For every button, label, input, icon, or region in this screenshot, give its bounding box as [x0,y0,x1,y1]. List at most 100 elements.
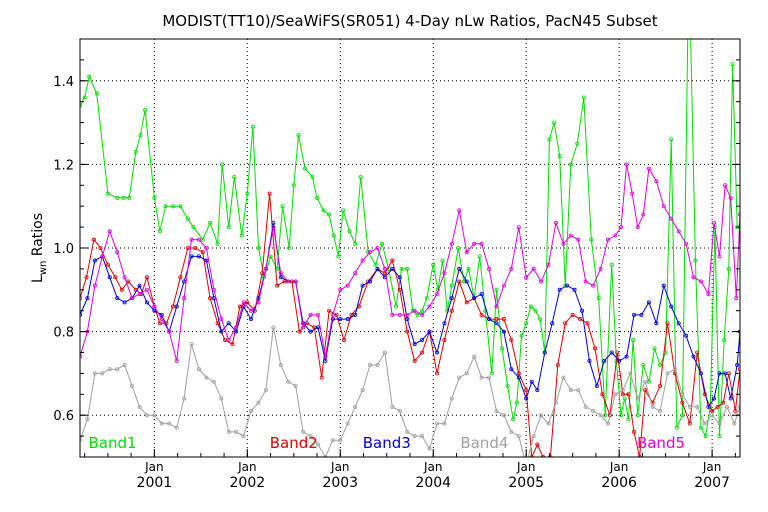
data-point [639,312,644,317]
data-point [555,363,560,368]
data-point [609,350,614,355]
data-point [234,429,239,434]
data-point [594,383,599,388]
data-point [84,275,89,280]
data-point [127,195,132,200]
data-point [178,275,183,280]
data-point [178,204,183,209]
data-point [92,258,97,263]
data-point [167,329,172,334]
data-point [301,325,306,330]
data-point [738,404,740,409]
data-point [687,421,692,426]
data-point [579,308,584,313]
data-point [535,388,540,393]
data-point [226,337,231,342]
data-point [587,358,592,363]
data-point [278,363,283,368]
data-point [622,396,627,401]
data-point [91,237,96,242]
data-point [245,191,250,196]
data-point [676,321,681,326]
data-point [182,396,187,401]
x-tick-label-year: 2007 [694,475,730,491]
data-point [92,283,97,288]
data-point [457,208,462,213]
data-point [723,371,728,376]
x-tick-label-month: Jan [330,460,350,474]
data-point [516,371,521,376]
data-point [519,333,524,338]
data-point [174,425,179,430]
data-point [98,245,103,250]
data-point [553,220,558,225]
x-tick-label-year: 2005 [508,475,544,491]
data-point [581,95,586,100]
x-tick-label-year: 2001 [137,475,173,491]
data-point [724,404,729,409]
data-point [397,275,402,280]
data-point [144,287,149,292]
data-point [196,367,201,372]
y-tick-label: 1.2 [53,158,74,173]
data-point [196,254,201,259]
data-point [107,275,112,280]
data-point [420,337,425,342]
data-point [260,271,265,276]
data-point [706,404,711,409]
data-point [144,275,149,280]
data-point [624,162,629,167]
data-point [263,266,268,271]
data-point [215,241,220,246]
data-point [420,308,425,313]
data-point [572,287,577,292]
data-point [456,245,461,250]
data-point [553,400,558,405]
data-point [505,383,510,388]
data-point [702,392,707,397]
y-tick-label: 1.4 [53,75,74,90]
data-point [185,245,190,250]
data-point [632,429,637,434]
data-point [726,371,731,376]
data-point [477,254,482,259]
data-point [442,271,447,276]
data-point [672,367,677,372]
data-point [204,258,209,263]
data-point [122,275,127,280]
data-point [412,342,417,347]
data-point [200,250,205,255]
data-point [542,350,547,355]
data-point [415,312,420,317]
data-point [107,229,112,234]
data-point [494,409,499,414]
data-point [87,74,92,79]
data-point [223,337,228,342]
legend: Band1 Band2 Band3 Band4 Band5 [89,434,686,452]
x-tick-label-month: Jan [609,460,629,474]
x-tick-label-month: Jan [423,460,443,474]
data-point [302,166,307,171]
data-point [624,354,629,359]
data-point [464,250,469,255]
data-point [693,258,698,263]
data-point [226,321,231,326]
data-point [85,417,90,422]
data-point [345,283,350,288]
data-point [631,337,636,342]
data-point [122,300,127,305]
data-point [472,296,477,301]
legend-label-band3: Band3 [363,434,411,452]
data-point [524,321,529,326]
data-point [531,266,536,271]
data-point [658,409,663,414]
data-point [397,312,402,317]
data-point [514,400,519,405]
data-point [315,312,320,317]
data-point [658,363,663,368]
data-point [347,229,352,234]
x-tick-label-year: 2003 [322,475,358,491]
series-band4 [80,325,740,457]
data-point [137,291,142,296]
